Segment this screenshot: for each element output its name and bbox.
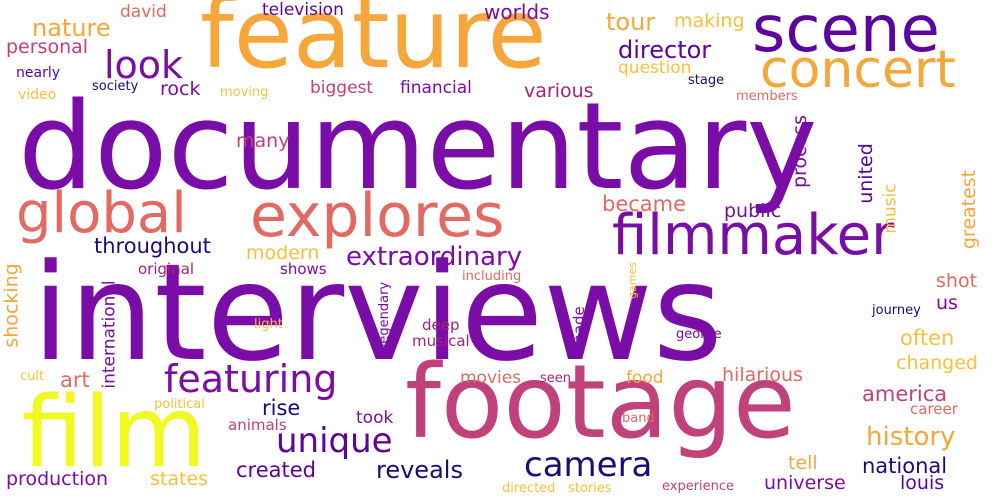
word-games: games	[625, 262, 639, 299]
word-louis: louis	[900, 472, 945, 494]
word-television: television	[262, 0, 344, 20]
word-biggest: biggest	[310, 78, 374, 98]
word-tell: tell	[788, 452, 818, 474]
word-took: took	[356, 408, 394, 428]
word-band: band	[622, 411, 655, 426]
word-process: process	[789, 114, 812, 189]
word-america: america	[862, 382, 948, 406]
word-nature: nature	[32, 14, 111, 42]
word-director: director	[618, 36, 712, 64]
word-global: global	[16, 181, 187, 246]
word-art: art	[60, 368, 90, 392]
word-legendary: legendary	[377, 281, 393, 348]
word-us: us	[936, 292, 958, 314]
word-filmmaker: filmmaker	[612, 203, 895, 268]
word-created: created	[236, 458, 316, 482]
word-footage: footage	[405, 343, 796, 462]
word-shocking: shocking	[0, 263, 23, 348]
word-reveals: reveals	[376, 456, 463, 484]
word-interviews: interviews	[32, 235, 723, 391]
word-often: often	[900, 326, 955, 350]
word-tour: tour	[606, 8, 656, 36]
word-experience: experience	[662, 479, 735, 494]
word-light: light	[254, 317, 283, 332]
word-music: music	[880, 183, 901, 234]
word-rock: rock	[160, 78, 201, 100]
word-documentary: documentary	[18, 78, 818, 217]
word-hilarious: hilarious	[722, 364, 803, 386]
word-extraordinary: extraordinary	[346, 242, 523, 272]
word-featuring: featuring	[164, 357, 338, 401]
word-feature: feature	[200, 0, 547, 90]
word-society: society	[92, 79, 139, 94]
word-production: production	[6, 468, 109, 490]
word-national: national	[862, 454, 948, 478]
word-members: members	[736, 89, 798, 104]
word-made: made	[569, 306, 588, 349]
word-scene: scene	[752, 0, 940, 67]
word-nearly: nearly	[16, 65, 60, 81]
word-shows: shows	[280, 260, 327, 278]
word-united: united	[854, 143, 877, 204]
word-universe: universe	[764, 472, 846, 494]
word-directed: directed	[502, 481, 556, 496]
word-deep: deep	[422, 316, 460, 334]
word-video: video	[18, 87, 57, 103]
word-unique: unique	[276, 421, 393, 461]
word-rise: rise	[262, 396, 301, 420]
word-history: history	[866, 422, 956, 452]
word-david: david	[120, 2, 167, 22]
word-throughout: throughout	[94, 234, 211, 258]
word-international: international	[99, 280, 120, 389]
word-various: various	[524, 80, 594, 102]
word-public: public	[724, 200, 782, 222]
word-musical: musical	[412, 332, 470, 350]
word-look: look	[104, 43, 184, 87]
word-question: question	[618, 58, 692, 78]
word-greatest: greatest	[958, 169, 981, 250]
word-making: making	[674, 10, 745, 32]
word-shot: shot	[936, 270, 978, 292]
word-explores: explores	[250, 181, 505, 251]
word-worlds: worlds	[484, 0, 550, 24]
word-career: career	[910, 400, 958, 418]
word-states: states	[150, 468, 209, 490]
word-political: political	[154, 397, 205, 412]
word-george: george	[676, 327, 722, 342]
word-stories: stories	[568, 481, 612, 496]
word-cult: cult	[20, 369, 45, 384]
word-camera: camera	[524, 445, 653, 485]
word-concert: concert	[760, 40, 956, 100]
word-original: original	[138, 260, 195, 278]
word-journey: journey	[872, 303, 921, 318]
word-modern: modern	[246, 242, 320, 264]
word-personal: personal	[6, 36, 89, 58]
word-animals: animals	[228, 416, 287, 434]
word-changed: changed	[896, 352, 978, 374]
word-became: became	[602, 192, 687, 216]
word-including: including	[462, 269, 522, 284]
word-seen: seen	[540, 371, 572, 386]
word-stage: stage	[688, 73, 725, 88]
word-financial: financial	[400, 78, 472, 98]
word-many: many	[236, 130, 290, 152]
word-food: food	[626, 368, 664, 388]
word-movies: movies	[460, 368, 522, 388]
word-film: film	[22, 376, 207, 490]
word-moving: moving	[220, 85, 269, 100]
